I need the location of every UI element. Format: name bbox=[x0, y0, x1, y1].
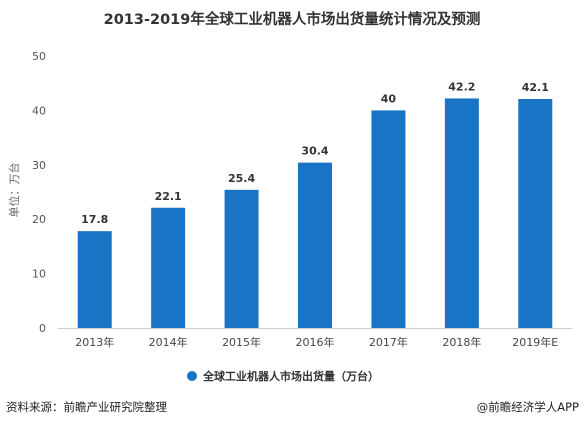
bars-group: 17.8 22.1 25.4 30.4 40 42.2 42.1 bbox=[77, 80, 553, 329]
legend: 全球工业机器人市场出货量（万台） bbox=[187, 369, 379, 383]
source-note: 资料来源：前瞻产业研究院整理 bbox=[6, 400, 167, 414]
bar bbox=[151, 207, 186, 328]
x-tick-label: 2014年 bbox=[149, 335, 188, 349]
y-tick-label: 40 bbox=[32, 104, 46, 117]
credit-note: @前瞻经济学人APP bbox=[477, 400, 579, 414]
x-tick-label: 2018年 bbox=[442, 335, 481, 349]
y-tick-label: 20 bbox=[32, 213, 46, 226]
bar bbox=[224, 189, 259, 328]
bar bbox=[371, 110, 406, 329]
legend-swatch bbox=[187, 371, 197, 381]
y-tick-label: 30 bbox=[32, 159, 46, 172]
x-tick-label: 2017年 bbox=[369, 335, 408, 349]
y-axis-label: 单位：万台 bbox=[7, 163, 21, 218]
x-tick-label: 2013年 bbox=[75, 335, 114, 349]
y-tick-label: 0 bbox=[39, 322, 46, 335]
y-tick-label: 10 bbox=[32, 268, 46, 281]
bar-value-label: 22.1 bbox=[155, 190, 182, 203]
bar-value-label: 42.2 bbox=[448, 80, 475, 93]
bar-value-label: 25.4 bbox=[228, 172, 255, 185]
x-tick-label: 2015年 bbox=[222, 335, 261, 349]
y-axis-ticks: 0 10 20 30 40 50 bbox=[32, 50, 46, 335]
chart-title: 2013-2019年全球工业机器人市场出货量统计情况及预测 bbox=[104, 10, 481, 28]
x-axis-tick-labels: 2013年 2014年 2015年 2016年 2017年 2018年 2019年E bbox=[75, 335, 558, 349]
bar-value-label: 30.4 bbox=[301, 145, 328, 158]
bar bbox=[77, 231, 112, 328]
bar-value-label: 42.1 bbox=[522, 81, 549, 94]
bar-value-label: 40 bbox=[381, 92, 397, 105]
bar bbox=[298, 162, 332, 328]
x-tick-label: 2019年E bbox=[512, 335, 558, 349]
bar bbox=[518, 98, 553, 328]
legend-label: 全球工业机器人市场出货量（万台） bbox=[202, 369, 379, 383]
bar bbox=[444, 98, 479, 328]
bar-value-label: 17.8 bbox=[81, 213, 108, 226]
x-tick-label: 2016年 bbox=[296, 335, 335, 349]
y-tick-label: 50 bbox=[32, 50, 46, 63]
